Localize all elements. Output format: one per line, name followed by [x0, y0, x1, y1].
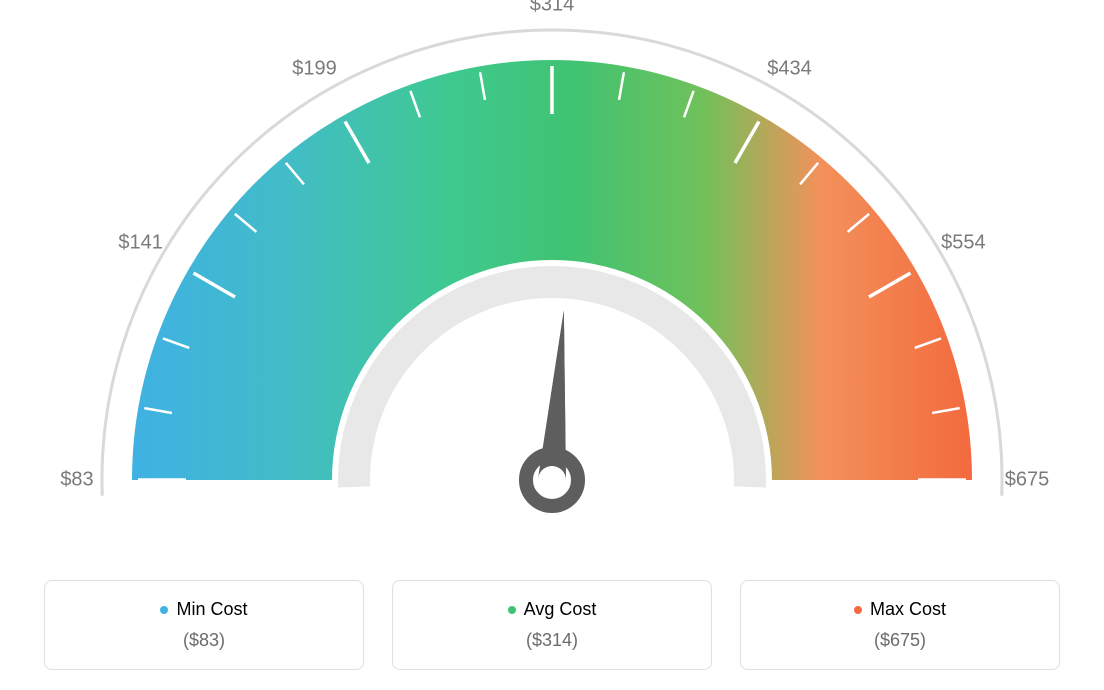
scale-label: $314	[530, 0, 575, 17]
legend-row: Min Cost ($83) Avg Cost ($314) Max Cost …	[0, 580, 1104, 670]
legend-title-min: Min Cost	[176, 599, 247, 620]
legend-value-max: ($675)	[761, 630, 1039, 651]
legend-value-avg: ($314)	[413, 630, 691, 651]
scale-label: $434	[767, 57, 812, 80]
dot-icon	[508, 606, 516, 614]
scale-label: $675	[1005, 469, 1050, 492]
cost-gauge: $83 $141 $199 $314 $434 $554 $675	[0, 0, 1104, 560]
scale-label: $141	[118, 231, 163, 254]
scale-label: $83	[60, 469, 93, 492]
gauge-svg	[0, 0, 1104, 560]
dot-icon	[160, 606, 168, 614]
legend-card-max: Max Cost ($675)	[740, 580, 1060, 670]
legend-card-avg: Avg Cost ($314)	[392, 580, 712, 670]
dot-icon	[854, 606, 862, 614]
legend-title-max: Max Cost	[870, 599, 946, 620]
legend-title-avg: Avg Cost	[524, 599, 597, 620]
legend-value-min: ($83)	[65, 630, 343, 651]
scale-label: $554	[941, 231, 986, 254]
scale-label: $199	[292, 57, 337, 80]
legend-card-min: Min Cost ($83)	[44, 580, 364, 670]
